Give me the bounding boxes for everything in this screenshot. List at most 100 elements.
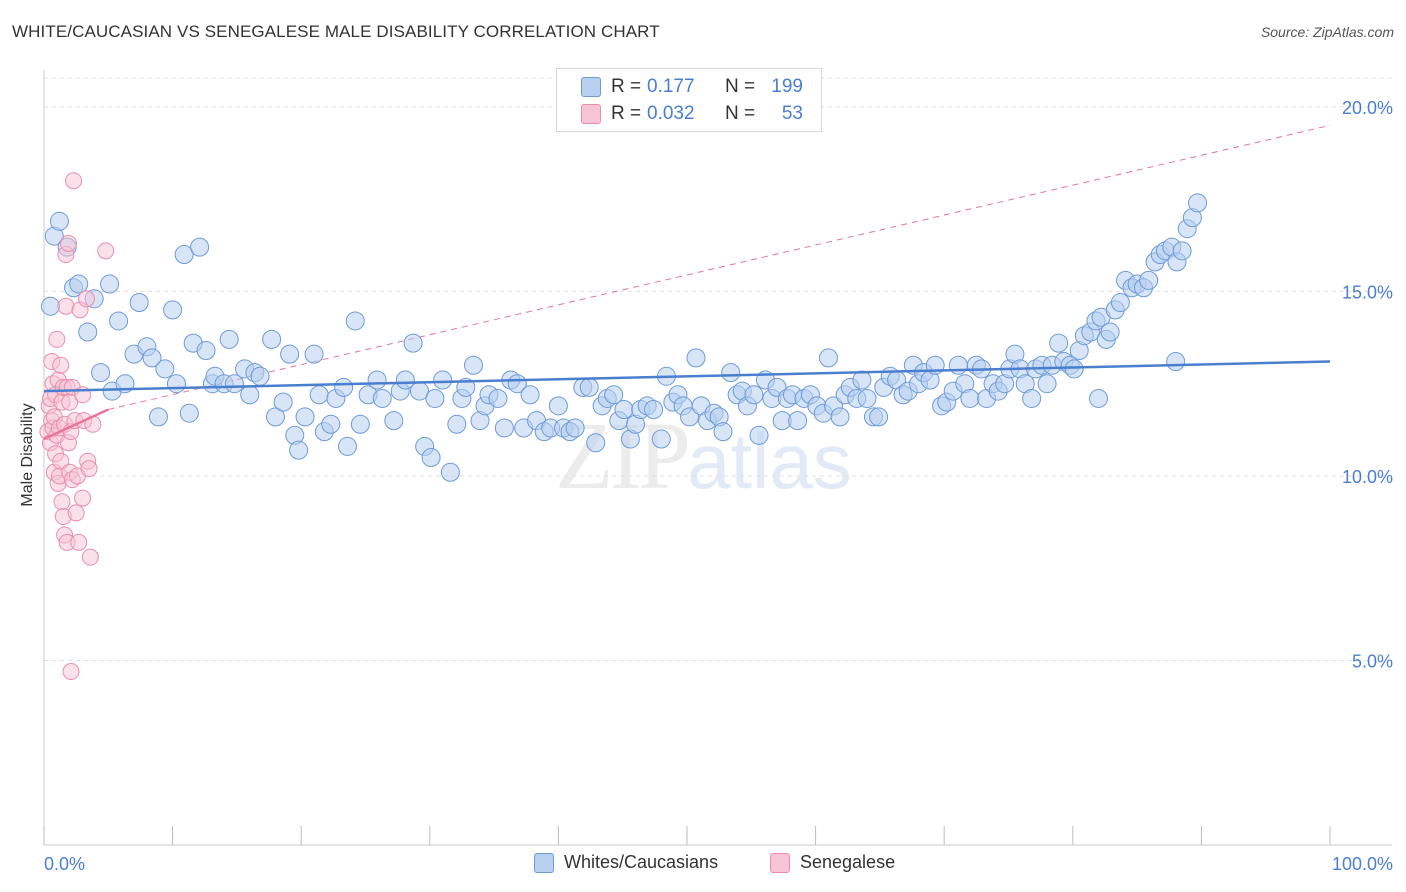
senegalese-point	[65, 172, 83, 190]
senegalese-point	[70, 533, 88, 551]
whites-point	[1139, 270, 1159, 290]
whites-point	[1049, 333, 1069, 353]
senegalese-point	[57, 297, 75, 315]
whites-point	[262, 329, 282, 349]
senegalese-point	[52, 356, 70, 374]
whites-point	[680, 407, 700, 427]
whites-point	[948, 355, 968, 375]
whites-point	[1022, 388, 1042, 408]
whites-point	[1037, 374, 1057, 394]
whites-point	[1089, 388, 1109, 408]
whites-point	[78, 322, 98, 342]
source-label: Source: ZipAtlas.com	[1260, 24, 1394, 40]
whites-point	[421, 448, 441, 467]
whites-point	[350, 414, 370, 434]
whites-point	[69, 274, 89, 294]
x-tick-label: 100.0%	[1332, 854, 1393, 874]
whites-point	[190, 237, 210, 257]
whites-point	[142, 348, 162, 368]
whites-point	[163, 300, 183, 320]
whites-point	[960, 388, 980, 408]
y-tick-label: 5.0%	[1352, 651, 1393, 671]
senegalese-point	[77, 290, 95, 308]
y-tick-label: 15.0%	[1342, 282, 1393, 302]
whites-point	[395, 370, 415, 390]
whites-point	[644, 400, 664, 420]
senegalese-point	[48, 330, 66, 348]
whites-point	[179, 403, 199, 423]
whites-point	[219, 329, 239, 349]
whites-point	[91, 363, 111, 383]
whites-point	[721, 363, 741, 383]
senegalese-point	[80, 460, 98, 478]
r-label: R =	[611, 76, 642, 97]
whites-point	[520, 385, 540, 405]
senegalese-legend-label: Senegalese	[800, 852, 896, 872]
whites-point	[265, 407, 285, 427]
whites-point	[196, 340, 216, 360]
whites-point	[456, 377, 476, 397]
legend-item-whites: Whites/Caucasians	[534, 852, 718, 873]
y-tick-label: 10.0%	[1342, 467, 1393, 487]
whites-point	[869, 407, 889, 427]
senegalese-legend-swatch	[770, 852, 790, 873]
whites-point	[224, 374, 244, 394]
x-tick-label: 0.0%	[44, 854, 85, 874]
senegalese-point	[53, 493, 71, 511]
senegalese-point	[62, 663, 80, 681]
n-label: N =	[725, 76, 756, 97]
whites-point	[1166, 352, 1186, 372]
whites-point	[372, 388, 392, 408]
senegalese-swatch	[581, 104, 601, 124]
whites-point	[304, 344, 324, 364]
correlation-legend: R = 0.177 N = 199 R = 0.032 N = 53	[556, 68, 822, 132]
whites-swatch	[581, 77, 601, 97]
whites-point	[818, 348, 838, 368]
whites-point	[852, 370, 872, 390]
r-value: 0.032	[647, 103, 695, 124]
whites-point	[321, 414, 341, 434]
chart-title: WHITE/CAUCASIAN VS SENEGALESE MALE DISAB…	[12, 22, 660, 41]
whites-point	[651, 429, 671, 449]
whites-point	[334, 377, 354, 397]
whites-point	[1100, 322, 1120, 342]
whites-point	[604, 385, 624, 405]
senegalese-point	[52, 452, 70, 470]
series-legend: Whites/Caucasians Senegalese	[0, 852, 1406, 878]
whites-point	[309, 385, 329, 405]
whites-point	[686, 348, 706, 368]
whites-legend-swatch	[534, 852, 554, 873]
whites-point	[440, 462, 460, 482]
whites-point	[367, 370, 387, 390]
whites-point	[494, 418, 514, 438]
senegalese-point	[81, 548, 99, 566]
n-label: N =	[725, 103, 756, 124]
whites-point	[425, 388, 445, 408]
whites-point	[155, 359, 175, 379]
whites-point	[345, 311, 365, 331]
senegalese-point	[67, 504, 85, 522]
r-value: 0.177	[647, 76, 695, 97]
whites-point	[289, 440, 309, 460]
whites-point	[273, 392, 293, 412]
whites-point	[129, 293, 149, 312]
whites-legend-label: Whites/Caucasians	[564, 852, 719, 872]
senegalese-trend-line	[43, 408, 109, 441]
whites-point	[280, 344, 300, 364]
n-value: 199	[771, 76, 803, 97]
whites-point	[240, 385, 260, 405]
whites-point	[565, 418, 585, 438]
whites-point	[250, 366, 270, 386]
whites-trend-line	[43, 360, 1331, 393]
whites-point	[464, 355, 484, 375]
whites-point	[433, 370, 453, 390]
whites-point	[109, 311, 129, 331]
whites-point	[40, 296, 60, 316]
whites-point	[579, 377, 599, 397]
n-value: 53	[781, 103, 803, 124]
whites-point	[174, 245, 194, 265]
whites-point	[548, 396, 568, 416]
whites-point	[857, 388, 877, 408]
whites-point	[1110, 293, 1130, 312]
